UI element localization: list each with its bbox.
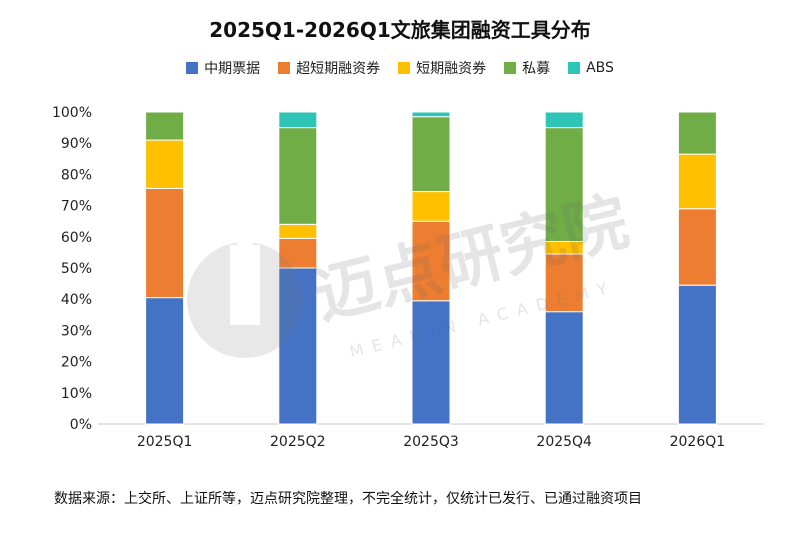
y-tick-label: 60% (61, 230, 92, 246)
bar-segment (278, 127, 318, 225)
x-tick-label: 2025Q4 (536, 434, 592, 450)
bar-segment (278, 267, 318, 425)
bar-segment (677, 153, 717, 210)
y-tick-label: 10% (61, 386, 92, 402)
bar-segment (145, 187, 185, 299)
source-note: 数据来源：上交所、上证所等，迈点研究院整理，不完全统计，仅统计已发行、已通过融资… (54, 491, 642, 507)
y-tick-label: 50% (61, 261, 92, 277)
legend-item: ABS (568, 58, 614, 78)
x-tick-label: 2025Q2 (270, 434, 326, 450)
legend-label: 中期票据 (204, 61, 261, 77)
y-tick-label: 40% (61, 292, 92, 308)
legend-item: 短期融资券 (398, 58, 486, 78)
bar-segment (278, 111, 318, 129)
bar-segment (544, 127, 584, 242)
chart-title: 2025Q1-2026Q1文旅集团融资工具分布 (209, 18, 591, 42)
legend-label: 超短期融资券 (296, 61, 381, 77)
bar-segment (411, 191, 451, 222)
y-tick-label: 0% (70, 417, 92, 433)
bar-segment (544, 311, 584, 425)
bar-segment (544, 253, 584, 313)
bar-segment (677, 111, 717, 155)
legend-item: 超短期融资券 (278, 58, 380, 78)
legend-swatch (568, 62, 581, 74)
bar-segment (544, 240, 584, 255)
legend-swatch (186, 62, 199, 74)
y-tick-label: 80% (61, 167, 92, 183)
legend-swatch (398, 62, 411, 74)
legend-label: 私募 (522, 61, 551, 77)
bar-segment (145, 111, 185, 141)
bar-segment (544, 111, 584, 129)
legend-label: ABS (586, 60, 614, 76)
y-tick-label: 90% (61, 136, 92, 152)
bar-segment (677, 284, 717, 425)
y-tick-label: 100% (52, 105, 92, 121)
legend-item: 私募 (504, 58, 550, 78)
bar-segment (411, 220, 451, 302)
y-tick-label: 30% (61, 323, 92, 339)
bar-segment (278, 223, 318, 239)
legend-item: 中期票据 (186, 58, 260, 78)
legend-swatch (504, 62, 517, 74)
y-tick-label: 20% (61, 355, 92, 371)
legend-swatch (278, 62, 291, 74)
bar-segment (677, 208, 717, 286)
x-tick-label: 2026Q1 (670, 434, 726, 450)
legend: 中期票据 超短期融资券 短期融资券 私募 ABS (0, 58, 800, 78)
x-tick-label: 2025Q3 (403, 434, 459, 450)
y-tick-label: 70% (61, 199, 92, 215)
bar-segment (411, 111, 451, 118)
bar-segment (411, 300, 451, 425)
bar-segment (145, 139, 185, 189)
bar-segment (411, 116, 451, 193)
bar-segment (278, 237, 318, 269)
x-tick-label: 2025Q1 (137, 434, 193, 450)
bar-segment (145, 297, 185, 425)
legend-label: 短期融资券 (416, 61, 487, 77)
